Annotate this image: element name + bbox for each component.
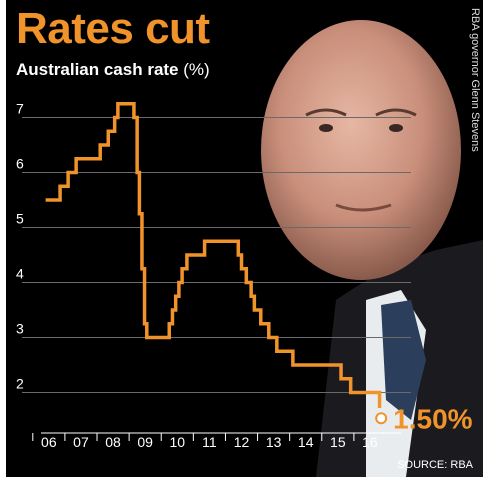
subtitle-unit: (%) — [183, 60, 210, 79]
x-tick-label: 09 — [137, 434, 153, 450]
x-tick-label: 12 — [234, 434, 250, 450]
x-tick-label: 08 — [105, 434, 121, 450]
source-note: SOURCE: RBA — [397, 459, 473, 471]
subtitle-text: Australian cash rate — [16, 60, 179, 79]
x-tick-label: 16 — [362, 434, 378, 450]
end-point-marker — [375, 412, 388, 425]
series-layer — [45, 102, 382, 408]
y-tick-label: 6 — [16, 156, 24, 172]
y-axis: 2 3 4 5 6 7 — [16, 101, 24, 392]
grid-lines — [22, 117, 411, 393]
x-tick-label: 11 — [202, 434, 217, 450]
x-tick-label: 15 — [330, 434, 346, 450]
y-tick-label: 7 — [16, 101, 24, 117]
chart-subtitle: Australian cash rate (%) — [16, 60, 210, 80]
x-tick-label: 06 — [41, 434, 57, 450]
y-tick-label: 3 — [16, 321, 24, 337]
x-tick-label: 07 — [73, 434, 89, 450]
series-line — [45, 102, 382, 408]
x-tick-label: 10 — [169, 434, 185, 450]
x-tick-label: 13 — [266, 434, 282, 450]
chart-panel: 06 07 08 09 10 11 12 13 14 15 16 2 3 4 5 6 7 1.50% Rate… — [6, 0, 483, 477]
chart-title: Rates cut — [16, 4, 210, 53]
current-rate-label: 1.50% — [393, 403, 472, 434]
y-tick-label: 2 — [16, 376, 24, 392]
governor-photo — [261, 20, 483, 477]
chart-canvas: 06 07 08 09 10 11 12 13 14 15 16 2 3 4 5 6 7 1.50% — [16, 20, 483, 477]
y-tick-label: 4 — [16, 266, 24, 282]
y-tick-label: 5 — [16, 211, 24, 227]
photo-caption: RBA governor Glenn Stevens — [469, 8, 481, 152]
x-tick-label: 14 — [298, 434, 314, 450]
end-marker: 1.50% — [375, 403, 473, 434]
x-axis: 06 07 08 09 10 11 12 13 14 15 16 — [32, 432, 401, 450]
